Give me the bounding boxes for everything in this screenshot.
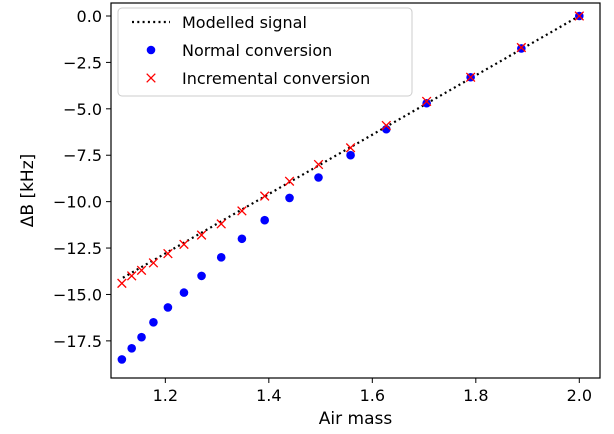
- normal-conversion-point: [517, 44, 526, 53]
- legend-entry: Incremental conversion: [146, 69, 370, 88]
- incremental-conversion-point: [148, 258, 159, 268]
- normal-conversion-point: [216, 253, 226, 262]
- incremental-conversion-point: [237, 206, 247, 216]
- y-axis: 0.0 −2.5 −5.0 −7.5 −10.0 −12.5 −15.0 −17.5: [53, 7, 111, 351]
- y-tick-label: −7.5: [63, 146, 102, 165]
- legend: Modelled signal Normal conversion Incremen…: [117, 7, 413, 97]
- incremental-conversion-point: [259, 191, 270, 201]
- normal-conversion-point: [285, 193, 294, 203]
- normal-conversion-point: [422, 98, 431, 108]
- normal-conversion-point: [179, 288, 189, 297]
- x-tick-label: 2.0: [567, 386, 592, 405]
- incremental-conversion-point: [126, 271, 137, 281]
- legend-frame: [117, 7, 413, 97]
- normal-conversion-point: [260, 215, 269, 225]
- x-tick-label: 1.8: [463, 386, 488, 405]
- normal-conversion-point: [149, 318, 158, 327]
- incremental-conversion-point: [516, 42, 527, 53]
- normal-conversion-point: [137, 332, 146, 342]
- incremental-conversion-point: [381, 120, 392, 131]
- normal-conversion-point: [346, 150, 355, 160]
- incremental-conversion-point: [465, 72, 476, 83]
- normal-conversion-point: [117, 355, 127, 364]
- plot-frame: [110, 2, 601, 379]
- incremental-conversion-point: [421, 96, 432, 107]
- y-tick-label: −17.5: [53, 332, 102, 351]
- x-tick-label: 1.4: [256, 386, 281, 405]
- x-tick-label: 1.2: [153, 386, 178, 405]
- incremental-conversion-point: [136, 265, 147, 276]
- legend-swatch: [146, 45, 156, 55]
- normal-conversion-point: [314, 173, 323, 182]
- incremental-conversion-point: [574, 11, 585, 21]
- legend-entry: Normal conversion: [146, 41, 332, 60]
- y-tick-label: −10.0: [53, 193, 102, 212]
- y-tick-label: −12.5: [53, 239, 102, 258]
- y-tick-label: −2.5: [63, 53, 102, 72]
- y-tick-label: −15.0: [53, 285, 102, 304]
- normal-conversion-point: [127, 343, 136, 353]
- legend-label: Incremental conversion: [182, 69, 370, 88]
- legend-label: Modelled signal: [182, 13, 307, 32]
- x-tick-label: 1.6: [360, 386, 385, 405]
- normal-conversion-point: [237, 234, 247, 244]
- legend-label: Normal conversion: [182, 41, 332, 60]
- x-axis: 1.2 1.4 1.6 1.8 2.0: [153, 378, 592, 405]
- incremental-conversion-point: [117, 278, 127, 289]
- y-tick-label: −5.0: [63, 100, 102, 119]
- incremental-conversion-point: [216, 219, 226, 229]
- y-tick-label: 0.0: [77, 7, 102, 26]
- incremental-conversion-point: [313, 159, 324, 170]
- y-axis-label: ΔB [kHz]: [18, 154, 38, 228]
- incremental-conversion-point: [345, 143, 356, 153]
- incremental-conversion-point: [179, 239, 189, 250]
- normal-conversion-point: [163, 303, 173, 312]
- legend-entry: Modelled signal: [132, 13, 307, 32]
- incremental-conversion-point: [284, 176, 295, 186]
- normal-conversion-point: [197, 271, 206, 281]
- incremental-conversion-point: [163, 248, 173, 259]
- x-axis-label: Air mass: [319, 409, 393, 429]
- incremental-conversion-point: [196, 230, 207, 240]
- legend-swatch: [146, 73, 156, 83]
- series-layer: [117, 11, 585, 364]
